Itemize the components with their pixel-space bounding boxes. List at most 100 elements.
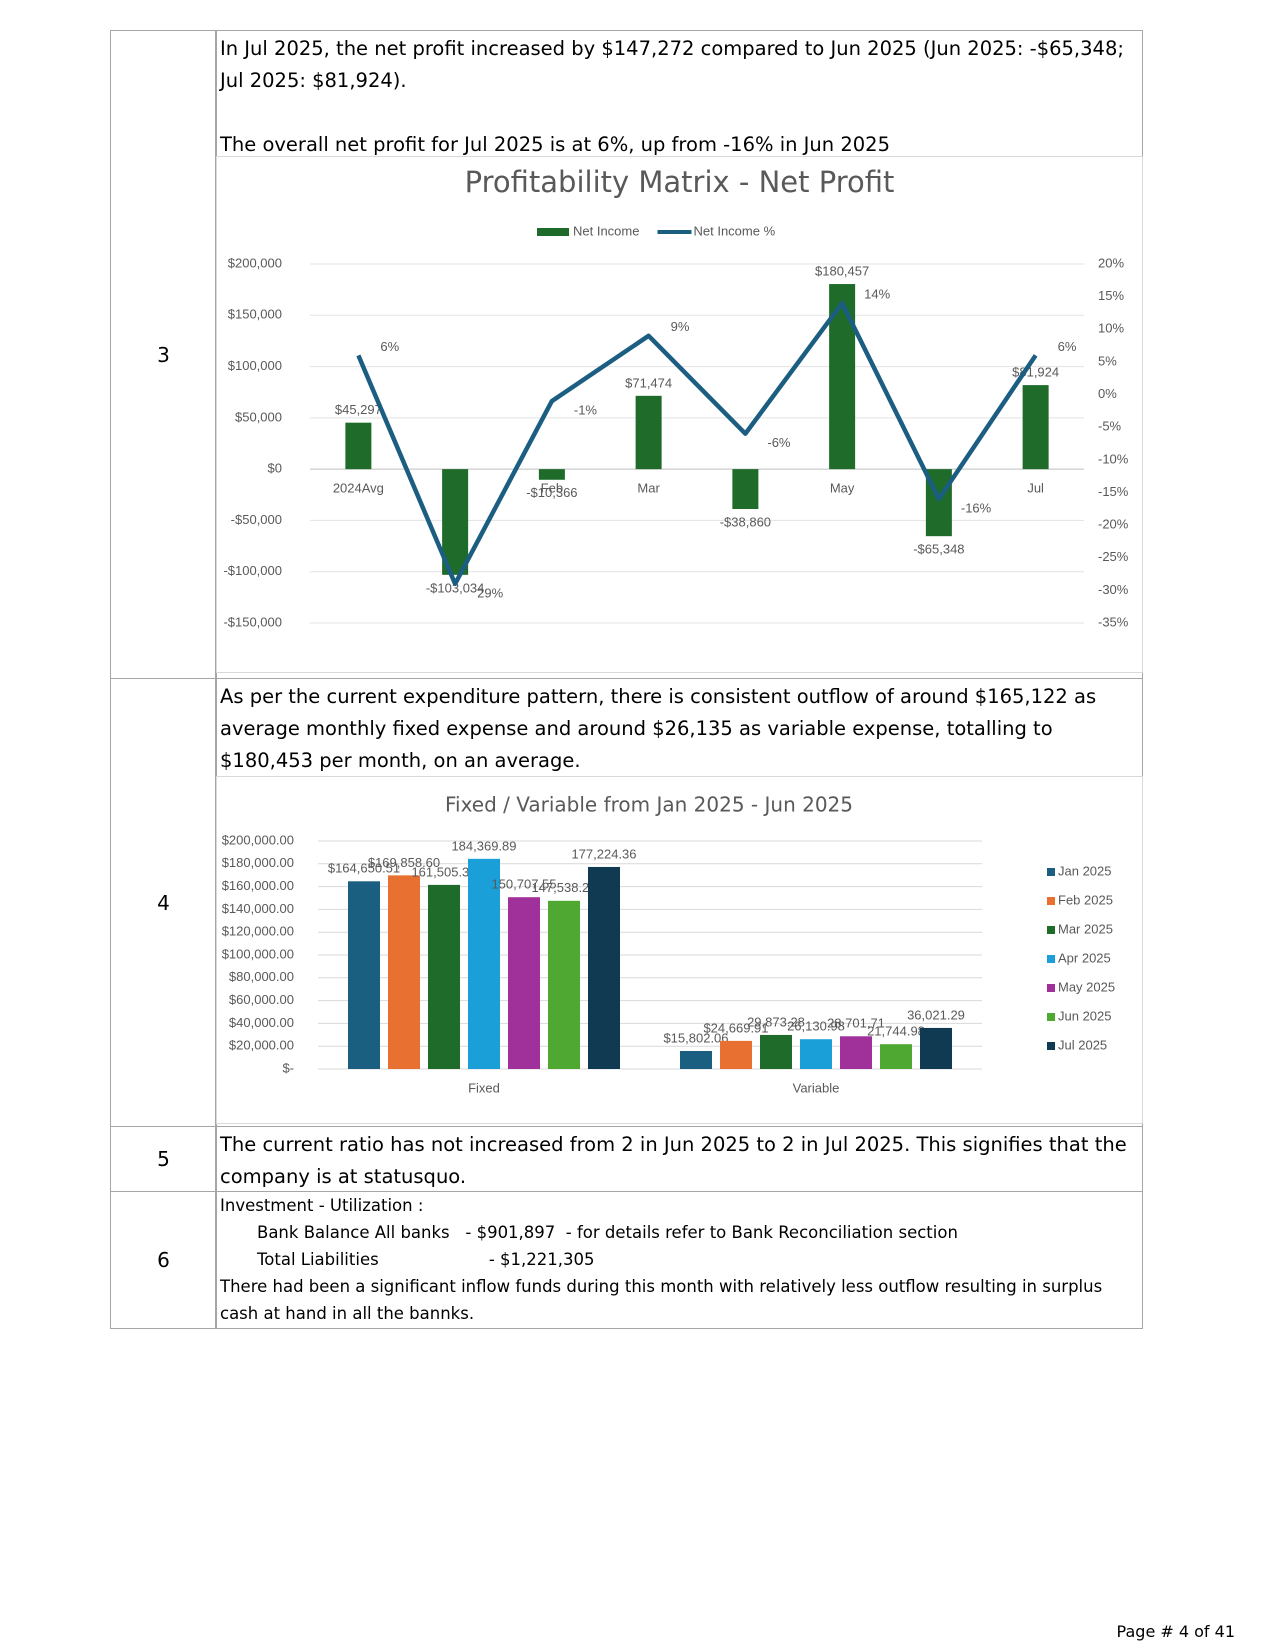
data-label: 161,505.38 — [411, 864, 476, 879]
x-tick-label: Fixed — [468, 1080, 500, 1095]
x-tick-label: 2024Avg — [333, 481, 384, 496]
legend-swatch — [1047, 926, 1055, 934]
legend-swatch — [1047, 955, 1055, 963]
y2-tick-label: 15% — [1098, 288, 1124, 303]
x-tick-label: Jul — [1027, 481, 1044, 496]
line — [356, 300, 1038, 587]
data-label: 6% — [1058, 339, 1077, 354]
data-label: -1% — [574, 403, 598, 418]
y-tick-label: $100,000.00 — [222, 946, 294, 961]
y-tick-label: $120,000.00 — [222, 924, 294, 939]
bar — [538, 469, 565, 480]
y2-tick-label: -15% — [1098, 484, 1129, 499]
y2-tick-label: -35% — [1098, 614, 1129, 629]
row-number: 3 — [110, 30, 217, 679]
y-tick-label: $180,000.00 — [222, 855, 294, 870]
bar — [920, 1027, 952, 1069]
paragraph: The overall net profit for Jul 2025 is a… — [220, 133, 890, 156]
data-label: 28,701.71 — [827, 1016, 885, 1031]
legend-label: Feb 2025 — [1058, 892, 1113, 907]
heading: Investment - Utilization : — [220, 1196, 424, 1215]
bar — [442, 469, 469, 575]
bar — [1022, 385, 1049, 470]
y2-tick-label: -20% — [1098, 517, 1129, 532]
bar — [840, 1036, 872, 1069]
bar — [548, 900, 580, 1069]
y-tick-label: $200,000.00 — [222, 832, 294, 847]
y-tick-label: $160,000.00 — [222, 878, 294, 893]
data-label: 26,130.98 — [787, 1019, 845, 1034]
row-content: In Jul 2025, the net profit increased by… — [215, 30, 1143, 679]
x-tick-label: Feb — [541, 481, 563, 496]
legend-swatch — [1047, 984, 1055, 992]
y-tick-label: $100,000 — [228, 358, 282, 373]
data-label: $169,858.60 — [368, 855, 440, 870]
legend-swatch — [1047, 1042, 1055, 1050]
bar — [345, 422, 372, 470]
legend-swatch — [1047, 868, 1055, 876]
bar — [348, 881, 380, 1069]
chart-title: Fixed / Variable from Jan 2025 - Jun 202… — [445, 793, 853, 817]
bar — [720, 1040, 752, 1069]
bar — [388, 875, 420, 1069]
y-tick-label: $0 — [268, 461, 282, 476]
legend-label: Jul 2025 — [1058, 1037, 1107, 1052]
y2-tick-label: -10% — [1098, 451, 1129, 466]
bar — [800, 1039, 832, 1069]
chart: Fixed / Variable from Jan 2025 - Jun 202… — [216, 776, 1143, 1124]
legend-swatch — [1047, 897, 1055, 905]
y-tick-label: $- — [282, 1060, 294, 1075]
paragraph: As per the current expenditure pattern, … — [220, 685, 1097, 772]
y-tick-label: -$50,000 — [231, 512, 282, 527]
bar — [680, 1050, 712, 1069]
x-tick-label: May — [830, 481, 855, 496]
y2-tick-label: 10% — [1098, 321, 1124, 336]
y2-tick-label: -30% — [1098, 582, 1129, 597]
legend-label: Jun 2025 — [1058, 1008, 1112, 1023]
bar — [468, 858, 500, 1069]
plot-group: Fixed / Variable from Jan 2025 - Jun 202… — [222, 793, 1115, 1096]
bar — [428, 884, 460, 1069]
y-tick-label: $140,000.00 — [222, 901, 294, 916]
data-label: $180,457 — [815, 263, 869, 278]
legend-label: Net Income — [573, 223, 639, 238]
data-label: 36,021.29 — [907, 1007, 965, 1022]
bar — [732, 469, 759, 510]
note: There had been a significant inflow fund… — [220, 1277, 1103, 1323]
data-label: 14% — [864, 287, 890, 302]
legend-label: Apr 2025 — [1058, 950, 1111, 965]
legend-label: Mar 2025 — [1058, 921, 1113, 936]
y-tick-label: $40,000.00 — [229, 1015, 294, 1030]
y2-tick-label: -25% — [1098, 549, 1129, 564]
row-content: Investment - Utilization : Bank Balance … — [215, 1191, 1143, 1329]
y2-tick-label: 20% — [1098, 255, 1124, 270]
data-label: 177,224.36 — [571, 846, 636, 861]
data-label: $164,650.51 — [328, 861, 400, 876]
data-label: 184,369.89 — [451, 838, 516, 853]
item: Total Liabilities - $1,221,305 — [257, 1250, 595, 1269]
y-tick-label: -$150,000 — [223, 614, 282, 629]
y2-tick-label: 0% — [1098, 386, 1117, 401]
bar — [508, 897, 540, 1069]
legend-label: May 2025 — [1058, 979, 1115, 994]
chart: Profitability Matrix - Net Profit -$150,0… — [216, 156, 1143, 673]
data-label: 29% — [477, 585, 503, 600]
bar — [635, 395, 662, 470]
y-tick-label: $80,000.00 — [229, 969, 294, 984]
data-label: -16% — [961, 500, 992, 515]
row-number: 6 — [110, 1191, 217, 1329]
x-tick-label: Variable — [793, 1080, 840, 1095]
data-label: -$10,366 — [526, 485, 577, 500]
data-label: 6% — [380, 339, 399, 354]
legend-swatch — [1047, 1013, 1055, 1021]
data-label: $24,669.91 — [703, 1020, 768, 1035]
data-label: -6% — [767, 435, 791, 450]
legend-swatch — [537, 228, 569, 236]
paragraph: In Jul 2025, the net profit increased by… — [220, 37, 1124, 92]
data-label: -$65,348 — [913, 542, 964, 557]
y-tick-label: $20,000.00 — [229, 1038, 294, 1053]
row-content: As per the current expenditure pattern, … — [215, 678, 1143, 1127]
y-tick-label: $50,000 — [235, 409, 282, 424]
row-number: 4 — [110, 678, 217, 1127]
